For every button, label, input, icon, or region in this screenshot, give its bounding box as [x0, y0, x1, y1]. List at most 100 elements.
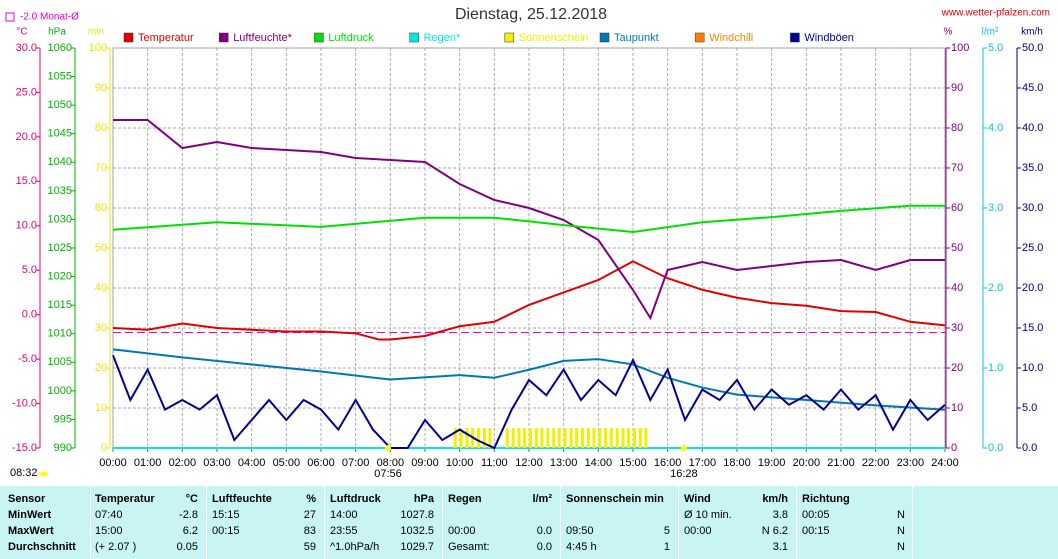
table-cell: Durchschnitt: [8, 541, 76, 553]
sunshine-bar: [511, 428, 515, 448]
y-tick-label: 1040: [48, 156, 72, 168]
legend-label: Luftdruck: [328, 32, 374, 44]
y-tick-label: 50: [951, 242, 963, 254]
y-tick-label: 5.0: [22, 264, 37, 276]
y-tick-label: 30.0: [1022, 202, 1043, 214]
y-tick-label: -15.0: [12, 442, 37, 454]
table-cell: 00:05: [802, 509, 830, 521]
column-separator: [796, 486, 797, 559]
table-cell: l/m²: [532, 493, 552, 505]
sunshine-bar: [609, 428, 613, 448]
x-tick-label: 12:00: [515, 457, 543, 469]
sunshine-bar: [552, 428, 556, 448]
y-tick-label: 60: [951, 202, 963, 214]
y-tick-label: 40: [95, 282, 107, 294]
table-cell: MinWert: [8, 509, 52, 521]
sunshine-bar: [505, 428, 509, 448]
y-tick-label: 4.0: [988, 122, 1003, 134]
y-tick-label: 40: [951, 282, 963, 294]
y-tick-label: 80: [951, 122, 963, 134]
y-tick-label: 30: [95, 322, 107, 334]
x-tick-label: 17:00: [689, 457, 717, 469]
sunshine-bar: [534, 428, 538, 448]
y-tick-label: 0: [101, 442, 107, 454]
y-tick-label: 1015: [48, 299, 72, 311]
column-separator: [206, 486, 207, 559]
legend-swatch: [694, 32, 705, 43]
legend-label: Regen*: [424, 32, 461, 44]
y-tick-label: 1010: [48, 328, 72, 340]
table-cell: hPa: [413, 493, 434, 505]
y-tick-label: 1035: [48, 185, 72, 197]
legend-swatch: [790, 32, 800, 43]
y-tick-label: 30.0: [16, 42, 37, 54]
table-cell: 00:00: [448, 525, 476, 537]
column-separator: [912, 486, 913, 559]
y-tick-label: 25.0: [1022, 242, 1043, 254]
x-tick-label: 03:00: [203, 457, 231, 469]
sunshine-bar: [453, 428, 457, 448]
x-tick-label: 07:00: [342, 457, 370, 469]
x-tick-label: 00:00: [99, 457, 127, 469]
y-tick-label: 995: [54, 413, 72, 425]
axis-unit: min: [88, 27, 104, 38]
table-cell: 83: [303, 525, 316, 537]
x-tick-label: 14:00: [585, 457, 613, 469]
sunshine-bar: [627, 428, 631, 448]
y-tick-label: 1050: [48, 99, 72, 111]
y-tick-label: 20.0: [1022, 282, 1043, 294]
sunshine-bar: [557, 428, 561, 448]
legend-swatch: [123, 32, 134, 43]
y-tick-label: 1045: [48, 128, 72, 140]
y-tick-label: 20: [95, 362, 107, 374]
table-cell: 07:40: [95, 509, 123, 521]
monthly-average-label: -2.0 Monat-Ø: [20, 12, 79, 23]
axis-unit: °C: [16, 27, 27, 38]
legend-swatch: [409, 32, 419, 43]
sunshine-bar: [638, 428, 642, 448]
column-separator: [560, 486, 561, 559]
monthly-average-icon: [5, 12, 15, 22]
y-tick-label: 1030: [48, 213, 72, 225]
sunrise-label: 07:56: [374, 468, 402, 480]
table-cell: 23:55: [330, 525, 358, 537]
series-line: [112, 348, 946, 411]
y-tick-label: 1055: [48, 70, 72, 82]
axis-unit: %: [944, 27, 953, 38]
table-cell: -2.8: [179, 509, 198, 521]
table-cell: 00:00: [684, 525, 712, 537]
series-line: [112, 354, 946, 450]
y-tick-label: 2.0: [988, 282, 1003, 294]
chart-title: Dienstag, 25.12.2018: [455, 6, 607, 23]
y-tick-label: 0.0: [22, 309, 37, 321]
y-tick-label: 5.0: [988, 42, 1003, 54]
x-tick-label: 16:00: [654, 457, 682, 469]
axis-unit: hPa: [48, 27, 66, 38]
y-tick-label: 35.0: [1022, 162, 1043, 174]
table-cell: 15:00: [95, 525, 123, 537]
y-tick-label: 10.0: [1022, 362, 1043, 374]
sunshine-bar: [592, 428, 596, 448]
column-separator: [678, 486, 679, 559]
axis-unit: km/h: [1021, 27, 1043, 38]
y-tick-label: 40.0: [1022, 122, 1043, 134]
table-cell: km/h: [762, 493, 788, 505]
legend-label: Taupunkt: [614, 32, 659, 44]
chart: Dienstag, 25.12.2018 www.wetter-pfalzen.…: [5, 6, 1050, 480]
y-tick-label: 30: [951, 322, 963, 334]
x-tick-label: 04:00: [238, 457, 266, 469]
y-tick-label: 70: [951, 162, 963, 174]
time-icon: [40, 471, 48, 477]
table-cell: N 6.2: [761, 525, 788, 537]
x-tick-label: 09:00: [411, 457, 439, 469]
y-tick-label: 3.0: [988, 202, 1003, 214]
sunshine-bar: [540, 428, 544, 448]
column-separator: [90, 486, 91, 559]
series-line: [112, 204, 945, 234]
legend-label: Windchill: [709, 32, 753, 44]
table-cell: %: [306, 493, 316, 505]
x-tick-label: 18:00: [723, 457, 751, 469]
sunshine-bar: [615, 428, 619, 448]
sunshine-bar: [465, 428, 469, 448]
